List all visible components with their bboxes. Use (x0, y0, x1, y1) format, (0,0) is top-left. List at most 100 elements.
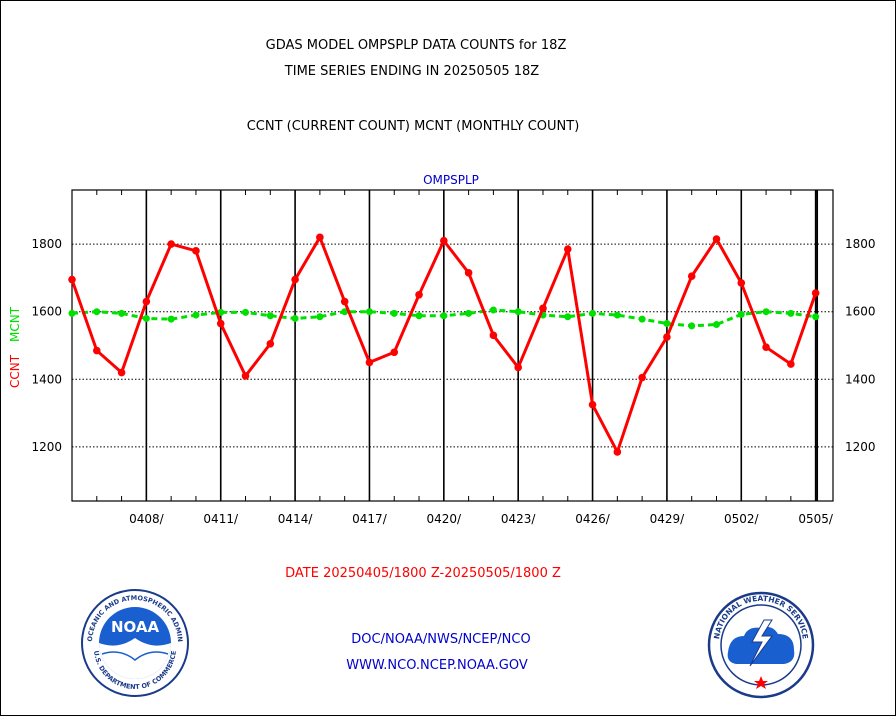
point-mcnt-16 (465, 309, 473, 317)
y-tick-left-1400: 1400 (31, 372, 62, 386)
series-mcnt (68, 306, 820, 330)
point-mcnt-30 (812, 313, 820, 321)
y-tick-right-1200: 1200 (845, 440, 876, 454)
point-ccnt-5 (192, 247, 200, 255)
date-range-label: DATE 20250405/1800 Z-20250505/1800 Z (285, 566, 561, 581)
point-ccnt-27 (737, 279, 746, 287)
point-ccnt-18 (514, 363, 522, 372)
x-tick-label-8: 0502/ (724, 512, 760, 526)
point-mcnt-29 (787, 309, 795, 317)
plot-title: OMPSPLP (423, 173, 479, 187)
x-tick-label-1: 0411/ (203, 512, 239, 526)
point-mcnt-2 (118, 309, 126, 317)
point-mcnt-15 (440, 312, 448, 320)
point-mcnt-12 (365, 308, 373, 316)
point-mcnt-4 (167, 315, 175, 323)
doc-link[interactable]: DOC/NOAA/NWS/NCEP/NCO (351, 632, 531, 647)
y-tick-right-1400: 1400 (845, 372, 876, 386)
point-mcnt-17 (489, 306, 497, 314)
series-layer (68, 233, 820, 456)
point-mcnt-24 (663, 320, 671, 328)
y-tick-right-1800: 1800 (845, 237, 876, 251)
point-mcnt-0 (68, 309, 76, 317)
point-ccnt-7 (241, 372, 250, 380)
svg-text:NOAA: NOAA (111, 618, 160, 636)
chart-subtitle: CCNT (CURRENT COUNT) MCNT (MONTHLY COUNT… (246, 119, 580, 134)
series-ccnt (68, 233, 820, 456)
point-ccnt-14 (415, 290, 423, 299)
x-tick-labels: 0408/0411/0414/0417/0420/0423/0426/0429/… (129, 512, 834, 526)
point-mcnt-8 (266, 312, 274, 320)
x-tick-label-4: 0420/ (427, 512, 463, 526)
y-tick-labels-right: 1200 1400 1600 1800 (845, 237, 876, 454)
y-tick-right-1600: 1600 (845, 305, 876, 319)
point-mcnt-11 (341, 308, 349, 316)
y-tick-left-1600: 1600 (31, 305, 62, 319)
chart-title-line1: GDAS MODEL OMPSPLP DATA COUNTS for 18Z (265, 38, 567, 53)
point-ccnt-28 (762, 343, 770, 351)
point-mcnt-20 (564, 313, 572, 321)
point-ccnt-13 (390, 348, 399, 357)
point-ccnt-9 (291, 275, 299, 284)
x-tick-label-7: 0429/ (650, 512, 686, 526)
point-mcnt-7 (242, 308, 250, 316)
horizontal-gridlines (72, 243, 833, 448)
nws-logo: NATIONAL WEATHER SERVICE (707, 591, 815, 699)
point-ccnt-20 (563, 245, 572, 253)
x-tick-label-5: 0423/ (501, 512, 537, 526)
point-ccnt-0 (68, 275, 76, 284)
point-ccnt-15 (440, 236, 448, 245)
point-mcnt-25 (688, 322, 696, 330)
website-link[interactable]: WWW.NCO.NCEP.NOAA.GOV (346, 658, 528, 673)
y-axis-label-ccnt: CCNT (8, 354, 22, 388)
plot-area (71, 189, 834, 502)
point-ccnt-6 (216, 319, 225, 328)
point-ccnt-29 (787, 360, 795, 368)
point-ccnt-1 (92, 346, 101, 355)
point-mcnt-1 (93, 308, 101, 316)
point-mcnt-28 (762, 308, 770, 316)
point-ccnt-22 (613, 448, 622, 456)
point-mcnt-3 (142, 314, 150, 322)
point-ccnt-12 (365, 358, 374, 367)
point-mcnt-26 (712, 321, 720, 329)
point-ccnt-10 (316, 233, 324, 242)
point-ccnt-8 (266, 340, 275, 348)
point-ccnt-24 (663, 333, 671, 341)
x-tick-label-9: 0505/ (798, 512, 834, 526)
point-ccnt-19 (539, 304, 547, 313)
point-mcnt-27 (737, 310, 745, 318)
point-mcnt-9 (291, 314, 299, 322)
y-tick-left-1200: 1200 (31, 440, 62, 454)
x-tick-label-6: 0426/ (575, 512, 611, 526)
point-mcnt-5 (192, 311, 200, 319)
point-mcnt-10 (316, 313, 324, 321)
point-mcnt-22 (613, 311, 621, 319)
point-ccnt-23 (638, 373, 646, 382)
chart-title-line2: TIME SERIES ENDING IN 20250505 18Z (284, 64, 540, 79)
point-mcnt-21 (589, 309, 597, 317)
point-mcnt-18 (514, 308, 522, 316)
y-axis-label-mcnt: MCNT (8, 306, 22, 342)
point-ccnt-26 (712, 235, 721, 243)
point-mcnt-14 (415, 312, 423, 320)
point-ccnt-16 (464, 269, 473, 277)
x-tick-label-0: 0408/ (129, 512, 165, 526)
point-ccnt-2 (117, 368, 126, 377)
point-ccnt-21 (588, 400, 597, 409)
point-ccnt-3 (142, 297, 151, 306)
y-tick-labels-left: 1200 1400 1600 1800 (31, 237, 62, 454)
y-tick-left-1800: 1800 (31, 237, 62, 251)
point-ccnt-11 (340, 297, 349, 306)
point-mcnt-23 (638, 315, 646, 323)
point-ccnt-4 (167, 240, 175, 248)
noaa-logo: NOAA NATIONAL OCEANIC AND ATMOSPHERIC AD… (80, 588, 189, 697)
point-ccnt-30 (811, 289, 820, 297)
x-tick-label-2: 0414/ (278, 512, 314, 526)
x-tick-label-3: 0417/ (352, 512, 388, 526)
point-ccnt-17 (489, 331, 498, 340)
point-mcnt-13 (390, 309, 398, 317)
vertical-gridlines (71, 190, 819, 501)
point-ccnt-25 (687, 272, 696, 281)
